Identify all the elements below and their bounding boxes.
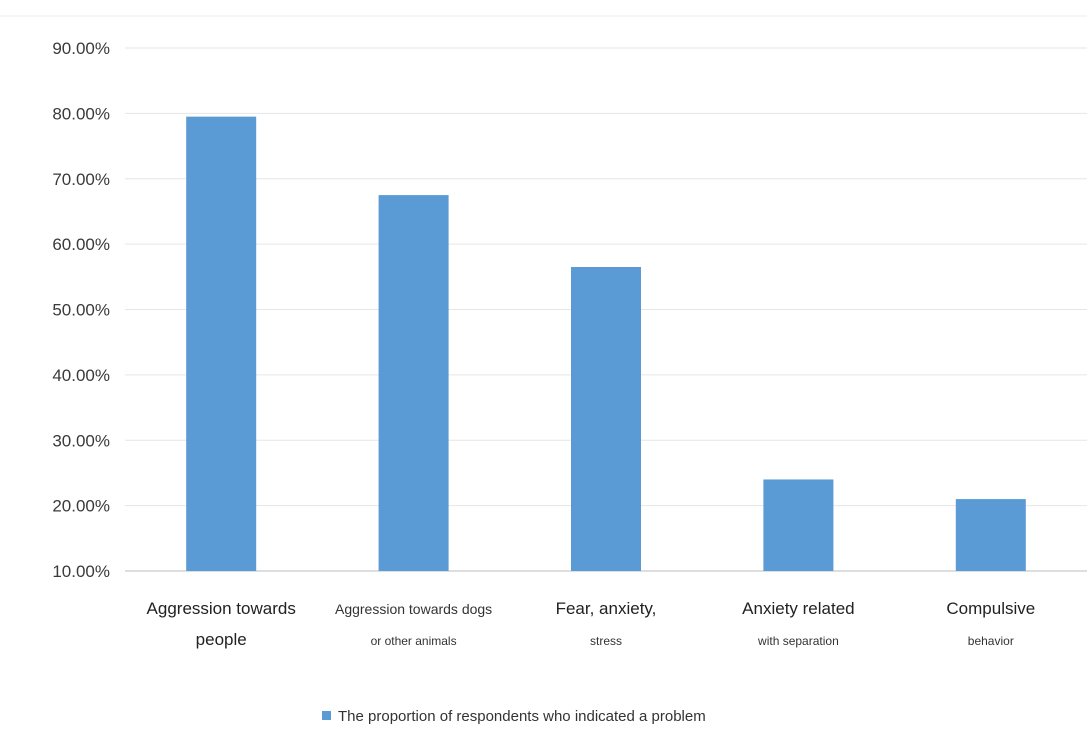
x-tick-label: Aggression towards dogs xyxy=(335,601,492,617)
y-tick-label: 60.00% xyxy=(52,235,110,254)
x-tick-label: Aggression towards xyxy=(147,599,296,618)
bar xyxy=(763,479,834,571)
y-tick-label: 80.00% xyxy=(52,104,110,123)
x-tick-label: Anxiety related xyxy=(742,599,854,618)
bar xyxy=(955,499,1026,571)
y-tick-label: 30.00% xyxy=(52,431,110,450)
y-tick-label: 10.00% xyxy=(52,562,110,581)
bar xyxy=(378,195,449,571)
x-axis: Aggression towards people Aggression towar… xyxy=(147,599,1036,649)
x-tick-label-line2: people xyxy=(196,630,247,649)
x-tick-label: Compulsive xyxy=(946,599,1035,618)
y-tick-label: 70.00% xyxy=(52,170,110,189)
x-tick-label-line2: with separation xyxy=(757,634,839,648)
x-tick-label: Fear, anxiety, xyxy=(556,599,657,618)
bar xyxy=(571,267,641,571)
y-tick-label: 90.00% xyxy=(52,39,110,58)
y-tick-label: 50.00% xyxy=(52,301,110,320)
legend-swatch xyxy=(322,711,331,720)
x-tick-label-line2: or other animals xyxy=(371,634,457,648)
gridlines xyxy=(0,15,1087,572)
y-axis: 10.00% 20.00% 30.00% 40.00% 50.00% 60.00% 70.0… xyxy=(52,39,110,581)
x-tick-label-line2: stress xyxy=(590,634,622,648)
x-tick-label-line2: behavior xyxy=(968,634,1014,648)
bars xyxy=(186,116,1026,572)
legend-label: The proportion of respondents who indica… xyxy=(338,708,706,725)
legend: The proportion of respondents who indica… xyxy=(322,708,706,725)
y-tick-label: 20.00% xyxy=(52,497,110,516)
y-tick-label: 40.00% xyxy=(52,366,110,385)
bar xyxy=(186,116,257,572)
